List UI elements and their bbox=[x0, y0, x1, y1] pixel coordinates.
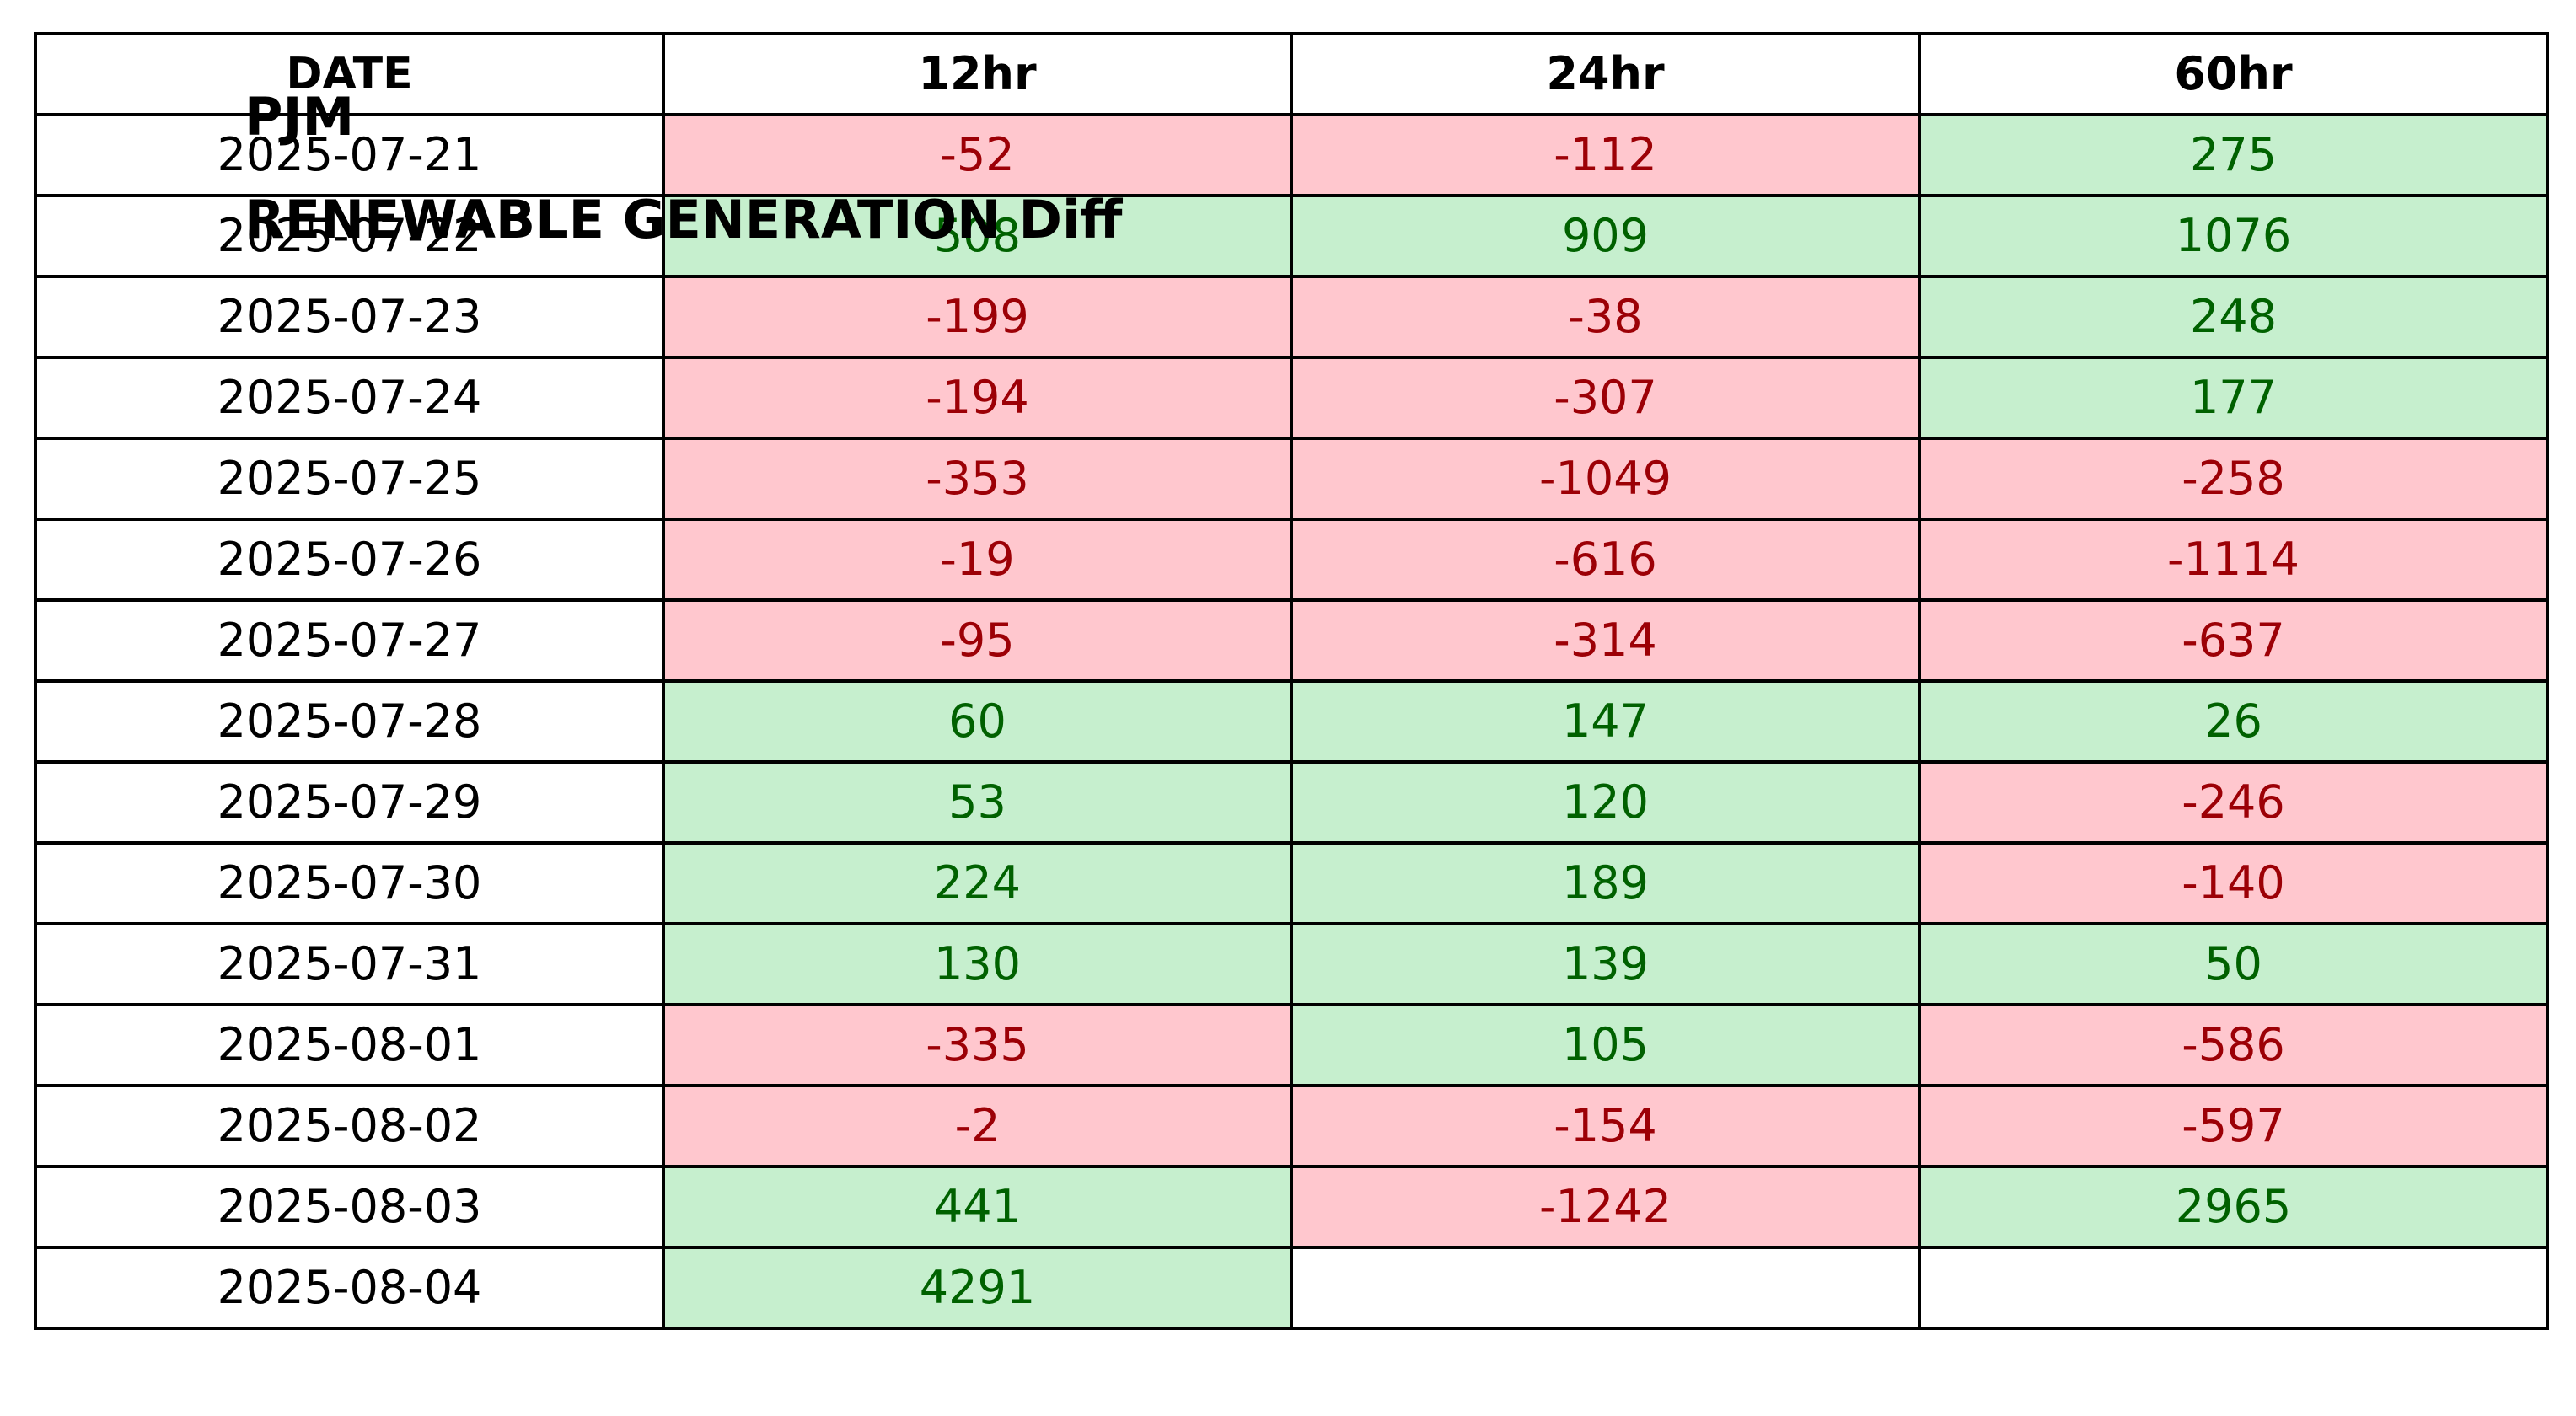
value-cell-24hr: -38 bbox=[1290, 275, 1921, 359]
value-cell-12hr: 4291 bbox=[662, 1246, 1293, 1330]
value-cell-60hr: -637 bbox=[1918, 598, 2549, 683]
chart-title-metric: RENEWABLE GENERATION Diff bbox=[244, 189, 1123, 250]
table-row: 2025-07-22 508 909 1076 bbox=[34, 194, 2549, 278]
table-body: 2025-07-21 -52 -112 275 2025-07-22 508 909 1076… bbox=[34, 113, 2549, 1330]
value-cell-12hr: 508 bbox=[662, 194, 1293, 278]
value-cell-12hr: -95 bbox=[662, 598, 1293, 683]
value-cell-60hr: 1076 bbox=[1918, 194, 2549, 278]
diff-table-container: DATE 12hr 24hr 60hr 2025-07-21 -52 -112 275… bbox=[34, 32, 2549, 1330]
value-cell-12hr: -2 bbox=[662, 1084, 1293, 1168]
chart-title-region: PJM bbox=[244, 86, 355, 148]
value-cell-60hr: -597 bbox=[1918, 1084, 2549, 1168]
empty-cell-24hr bbox=[1290, 1246, 1921, 1330]
value-cell-24hr: -112 bbox=[1290, 113, 1921, 197]
table-row: 2025-08-03 441 -1242 2965 bbox=[34, 1165, 2549, 1249]
table-row: 2025-08-01 -335 105 -586 bbox=[34, 1003, 2549, 1087]
value-cell-60hr: -258 bbox=[1918, 437, 2549, 521]
date-cell: 2025-08-03 bbox=[34, 1165, 665, 1249]
value-cell-24hr: 147 bbox=[1290, 679, 1921, 764]
value-cell-12hr: 130 bbox=[662, 922, 1293, 1006]
table-row: 2025-07-26 -19 -616 -1114 bbox=[34, 518, 2549, 602]
value-cell-60hr: 275 bbox=[1918, 113, 2549, 197]
date-cell: 2025-07-29 bbox=[34, 760, 665, 845]
table-row: 2025-07-23 -199 -38 248 bbox=[34, 275, 2549, 359]
date-cell: 2025-08-01 bbox=[34, 1003, 665, 1087]
date-cell: 2025-07-22 bbox=[34, 194, 665, 278]
value-cell-60hr: 2965 bbox=[1918, 1165, 2549, 1249]
date-cell: 2025-08-04 bbox=[34, 1246, 665, 1330]
table-row: 2025-07-28 60 147 26 bbox=[34, 679, 2549, 764]
value-cell-60hr: 50 bbox=[1918, 922, 2549, 1006]
value-cell-12hr: 441 bbox=[662, 1165, 1293, 1249]
value-cell-12hr: -194 bbox=[662, 356, 1293, 440]
value-cell-12hr: -335 bbox=[662, 1003, 1293, 1087]
value-cell-24hr: 189 bbox=[1290, 841, 1921, 925]
value-cell-24hr: 139 bbox=[1290, 922, 1921, 1006]
value-cell-24hr: -314 bbox=[1290, 598, 1921, 683]
value-cell-60hr: -1114 bbox=[1918, 518, 2549, 602]
value-cell-24hr: 120 bbox=[1290, 760, 1921, 845]
empty-cell-60hr bbox=[1918, 1246, 2549, 1330]
column-header-60hr: 60hr bbox=[1918, 32, 2549, 116]
value-cell-60hr: 177 bbox=[1918, 356, 2549, 440]
table-row: 2025-08-02 -2 -154 -597 bbox=[34, 1084, 2549, 1168]
date-cell: 2025-07-23 bbox=[34, 275, 665, 359]
date-cell: 2025-07-31 bbox=[34, 922, 665, 1006]
value-cell-12hr: 224 bbox=[662, 841, 1293, 925]
date-cell: 2025-07-21 bbox=[34, 113, 665, 197]
value-cell-12hr: -353 bbox=[662, 437, 1293, 521]
renewable-generation-diff-table: DATE 12hr 24hr 60hr 2025-07-21 -52 -112 275… bbox=[34, 32, 2549, 1330]
table-row: 2025-07-24 -194 -307 177 bbox=[34, 356, 2549, 440]
header-row: DATE 12hr 24hr 60hr bbox=[34, 32, 2549, 116]
value-cell-24hr: -1049 bbox=[1290, 437, 1921, 521]
value-cell-60hr: -140 bbox=[1918, 841, 2549, 925]
column-header-24hr: 24hr bbox=[1290, 32, 1921, 116]
date-cell: 2025-07-25 bbox=[34, 437, 665, 521]
table-row: 2025-07-30 224 189 -140 bbox=[34, 841, 2549, 925]
column-header-12hr: 12hr bbox=[662, 32, 1293, 116]
value-cell-24hr: -154 bbox=[1290, 1084, 1921, 1168]
date-cell: 2025-07-28 bbox=[34, 679, 665, 764]
value-cell-24hr: -307 bbox=[1290, 356, 1921, 440]
value-cell-24hr: -1242 bbox=[1290, 1165, 1921, 1249]
table-row: 2025-07-31 130 139 50 bbox=[34, 922, 2549, 1006]
value-cell-60hr: 248 bbox=[1918, 275, 2549, 359]
value-cell-60hr: 26 bbox=[1918, 679, 2549, 764]
value-cell-24hr: -616 bbox=[1290, 518, 1921, 602]
value-cell-24hr: 909 bbox=[1290, 194, 1921, 278]
column-header-date: DATE bbox=[34, 32, 665, 116]
table-row: 2025-08-04 4291 bbox=[34, 1246, 2549, 1330]
date-cell: 2025-07-26 bbox=[34, 518, 665, 602]
value-cell-60hr: -246 bbox=[1918, 760, 2549, 845]
value-cell-12hr: 53 bbox=[662, 760, 1293, 845]
value-cell-12hr: -199 bbox=[662, 275, 1293, 359]
date-cell: 2025-07-24 bbox=[34, 356, 665, 440]
date-cell: 2025-07-27 bbox=[34, 598, 665, 683]
table-row: 2025-07-21 -52 -112 275 bbox=[34, 113, 2549, 197]
date-cell: 2025-07-30 bbox=[34, 841, 665, 925]
value-cell-60hr: -586 bbox=[1918, 1003, 2549, 1087]
value-cell-24hr: 105 bbox=[1290, 1003, 1921, 1087]
table-row: 2025-07-27 -95 -314 -637 bbox=[34, 598, 2549, 683]
table-row: 2025-07-25 -353 -1049 -258 bbox=[34, 437, 2549, 521]
value-cell-12hr: -52 bbox=[662, 113, 1293, 197]
value-cell-12hr: -19 bbox=[662, 518, 1293, 602]
table-row: 2025-07-29 53 120 -246 bbox=[34, 760, 2549, 845]
date-cell: 2025-08-02 bbox=[34, 1084, 665, 1168]
value-cell-12hr: 60 bbox=[662, 679, 1293, 764]
